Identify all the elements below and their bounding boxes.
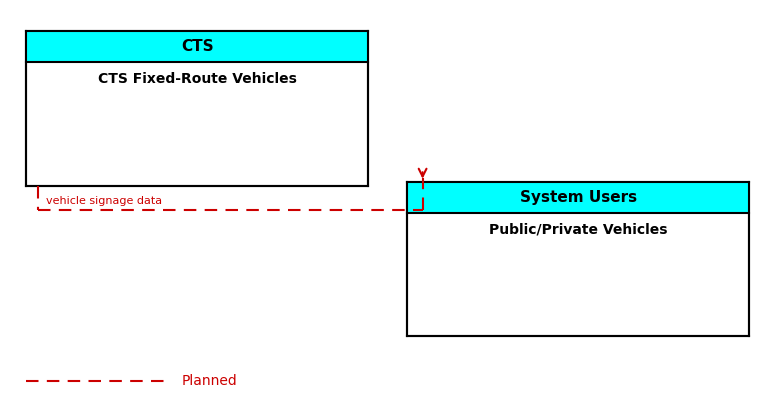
Bar [26, 31, 368, 62]
Text: CTS Fixed-Route Vehicles: CTS Fixed-Route Vehicles [98, 72, 297, 86]
Text: System Users: System Users [520, 190, 637, 205]
Text: Planned: Planned [182, 374, 237, 388]
Text: Public/Private Vehicles: Public/Private Vehicles [489, 222, 667, 236]
Bar [407, 182, 749, 336]
Text: CTS: CTS [181, 39, 214, 54]
Bar [407, 182, 749, 213]
Bar [26, 31, 368, 186]
Text: vehicle signage data: vehicle signage data [45, 196, 161, 206]
